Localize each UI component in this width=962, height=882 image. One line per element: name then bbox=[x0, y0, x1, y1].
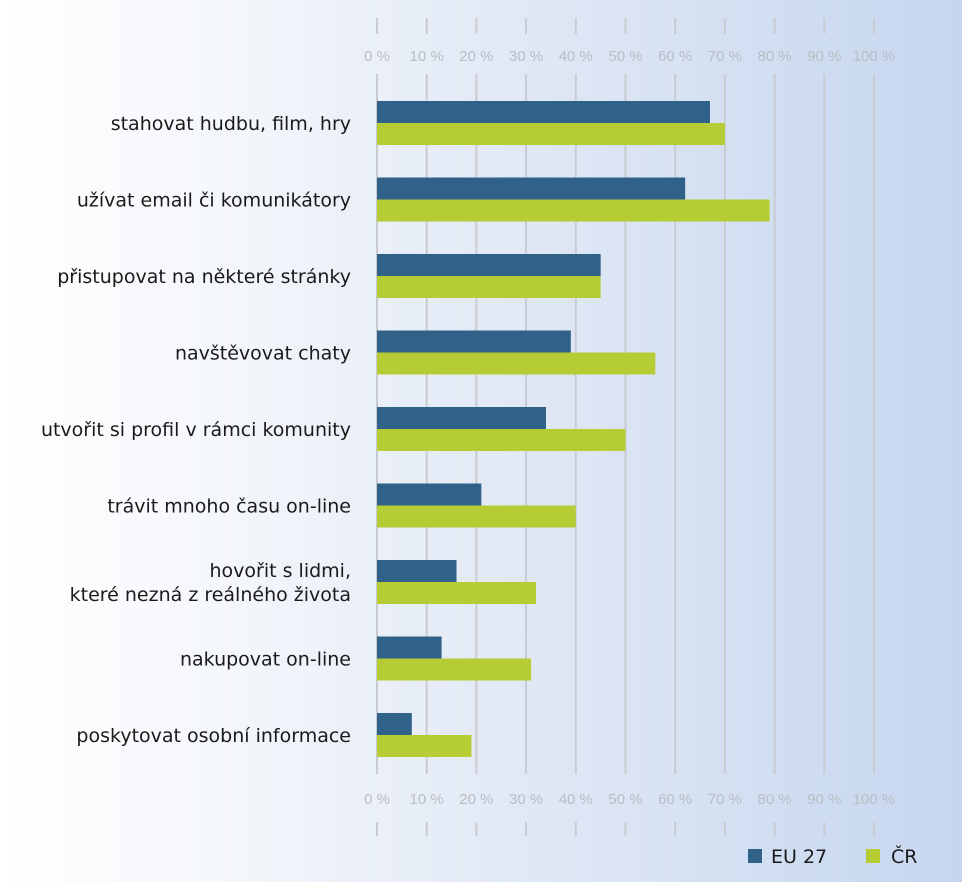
category-label: které nezná z reálného života bbox=[70, 584, 351, 606]
x-tick-label-top: 80 % bbox=[757, 48, 791, 65]
bar-eu27 bbox=[377, 713, 412, 735]
legend-swatch-eu27 bbox=[748, 849, 762, 863]
bar-cr bbox=[377, 352, 656, 375]
x-tick-label-bottom: 100 % bbox=[853, 791, 896, 808]
x-tick-label-bottom: 40 % bbox=[559, 791, 593, 808]
category-label: utvořit si profil v rámci komunity bbox=[41, 419, 351, 441]
bar-cr bbox=[377, 658, 532, 681]
x-tick-label-bottom: 70 % bbox=[708, 791, 742, 808]
x-tick-label-top: 0 % bbox=[364, 48, 390, 65]
x-tick-label-bottom: 90 % bbox=[807, 791, 841, 808]
bar-cr bbox=[377, 429, 626, 451]
bar-eu27 bbox=[377, 254, 601, 276]
bar-eu27 bbox=[377, 407, 546, 429]
bar-cr bbox=[377, 199, 770, 222]
x-tick-label-top: 40 % bbox=[559, 48, 593, 65]
x-tick-label-top: 90 % bbox=[807, 48, 841, 65]
bar-eu27 bbox=[377, 177, 686, 200]
legend-label-cr: ČR bbox=[891, 844, 917, 868]
legend: EU 27 ČR bbox=[748, 844, 917, 868]
x-tick-label-bottom: 20 % bbox=[459, 791, 493, 808]
bar-cr bbox=[377, 276, 601, 298]
category-label: navštěvovat chaty bbox=[175, 343, 351, 365]
category-label: užívat email či komunikátory bbox=[77, 190, 351, 212]
x-tick-label-top: 20 % bbox=[459, 48, 493, 65]
category-label: hovořit s lidmi, bbox=[210, 560, 352, 582]
x-tick-label-top: 50 % bbox=[608, 48, 642, 65]
bottom-axis-tick-labels: 0 % 10 % 20 % 30 % 40 % 50 % 60 % 70 % 80 % 90 % 1… bbox=[364, 791, 895, 808]
bar-cr bbox=[377, 735, 472, 757]
category-label: přistupovat na některé stránky bbox=[57, 266, 351, 288]
x-tick-label-top: 100 % bbox=[853, 48, 896, 65]
bar-eu27 bbox=[377, 330, 571, 353]
bar-eu27 bbox=[377, 101, 710, 123]
category-labels: stahovat hudbu, film, hry užívat email či… bbox=[41, 113, 351, 747]
x-tick-label-bottom: 30 % bbox=[509, 791, 543, 808]
x-tick-label-top: 60 % bbox=[658, 48, 692, 65]
category-label: poskytovat osobní informace bbox=[76, 725, 351, 747]
x-tick-label-bottom: 10 % bbox=[410, 791, 444, 808]
bar-cr bbox=[377, 505, 576, 528]
bar-eu27 bbox=[377, 560, 457, 582]
x-tick-label-bottom: 0 % bbox=[364, 791, 390, 808]
bar-eu27 bbox=[377, 636, 442, 659]
x-tick-label-bottom: 60 % bbox=[658, 791, 692, 808]
legend-label-eu27: EU 27 bbox=[771, 846, 827, 868]
x-tick-label-bottom: 50 % bbox=[608, 791, 642, 808]
category-label: nakupovat on-line bbox=[180, 649, 351, 671]
top-axis-tick-labels: 0 % 10 % 20 % 30 % 40 % 50 % 60 % 70 % 80 % 90 % 1… bbox=[364, 48, 895, 65]
category-label: trávit mnoho času on-line bbox=[107, 496, 351, 518]
bar-eu27 bbox=[377, 483, 482, 506]
x-tick-label-top: 30 % bbox=[509, 48, 543, 65]
legend-swatch-cr bbox=[866, 849, 880, 863]
bar-cr bbox=[377, 123, 725, 145]
x-tick-label-top: 70 % bbox=[708, 48, 742, 65]
bar-cr bbox=[377, 582, 537, 604]
x-tick-label-bottom: 80 % bbox=[757, 791, 791, 808]
bars bbox=[377, 101, 770, 757]
category-label: stahovat hudbu, film, hry bbox=[111, 113, 351, 135]
x-tick-label-top: 10 % bbox=[410, 48, 444, 65]
